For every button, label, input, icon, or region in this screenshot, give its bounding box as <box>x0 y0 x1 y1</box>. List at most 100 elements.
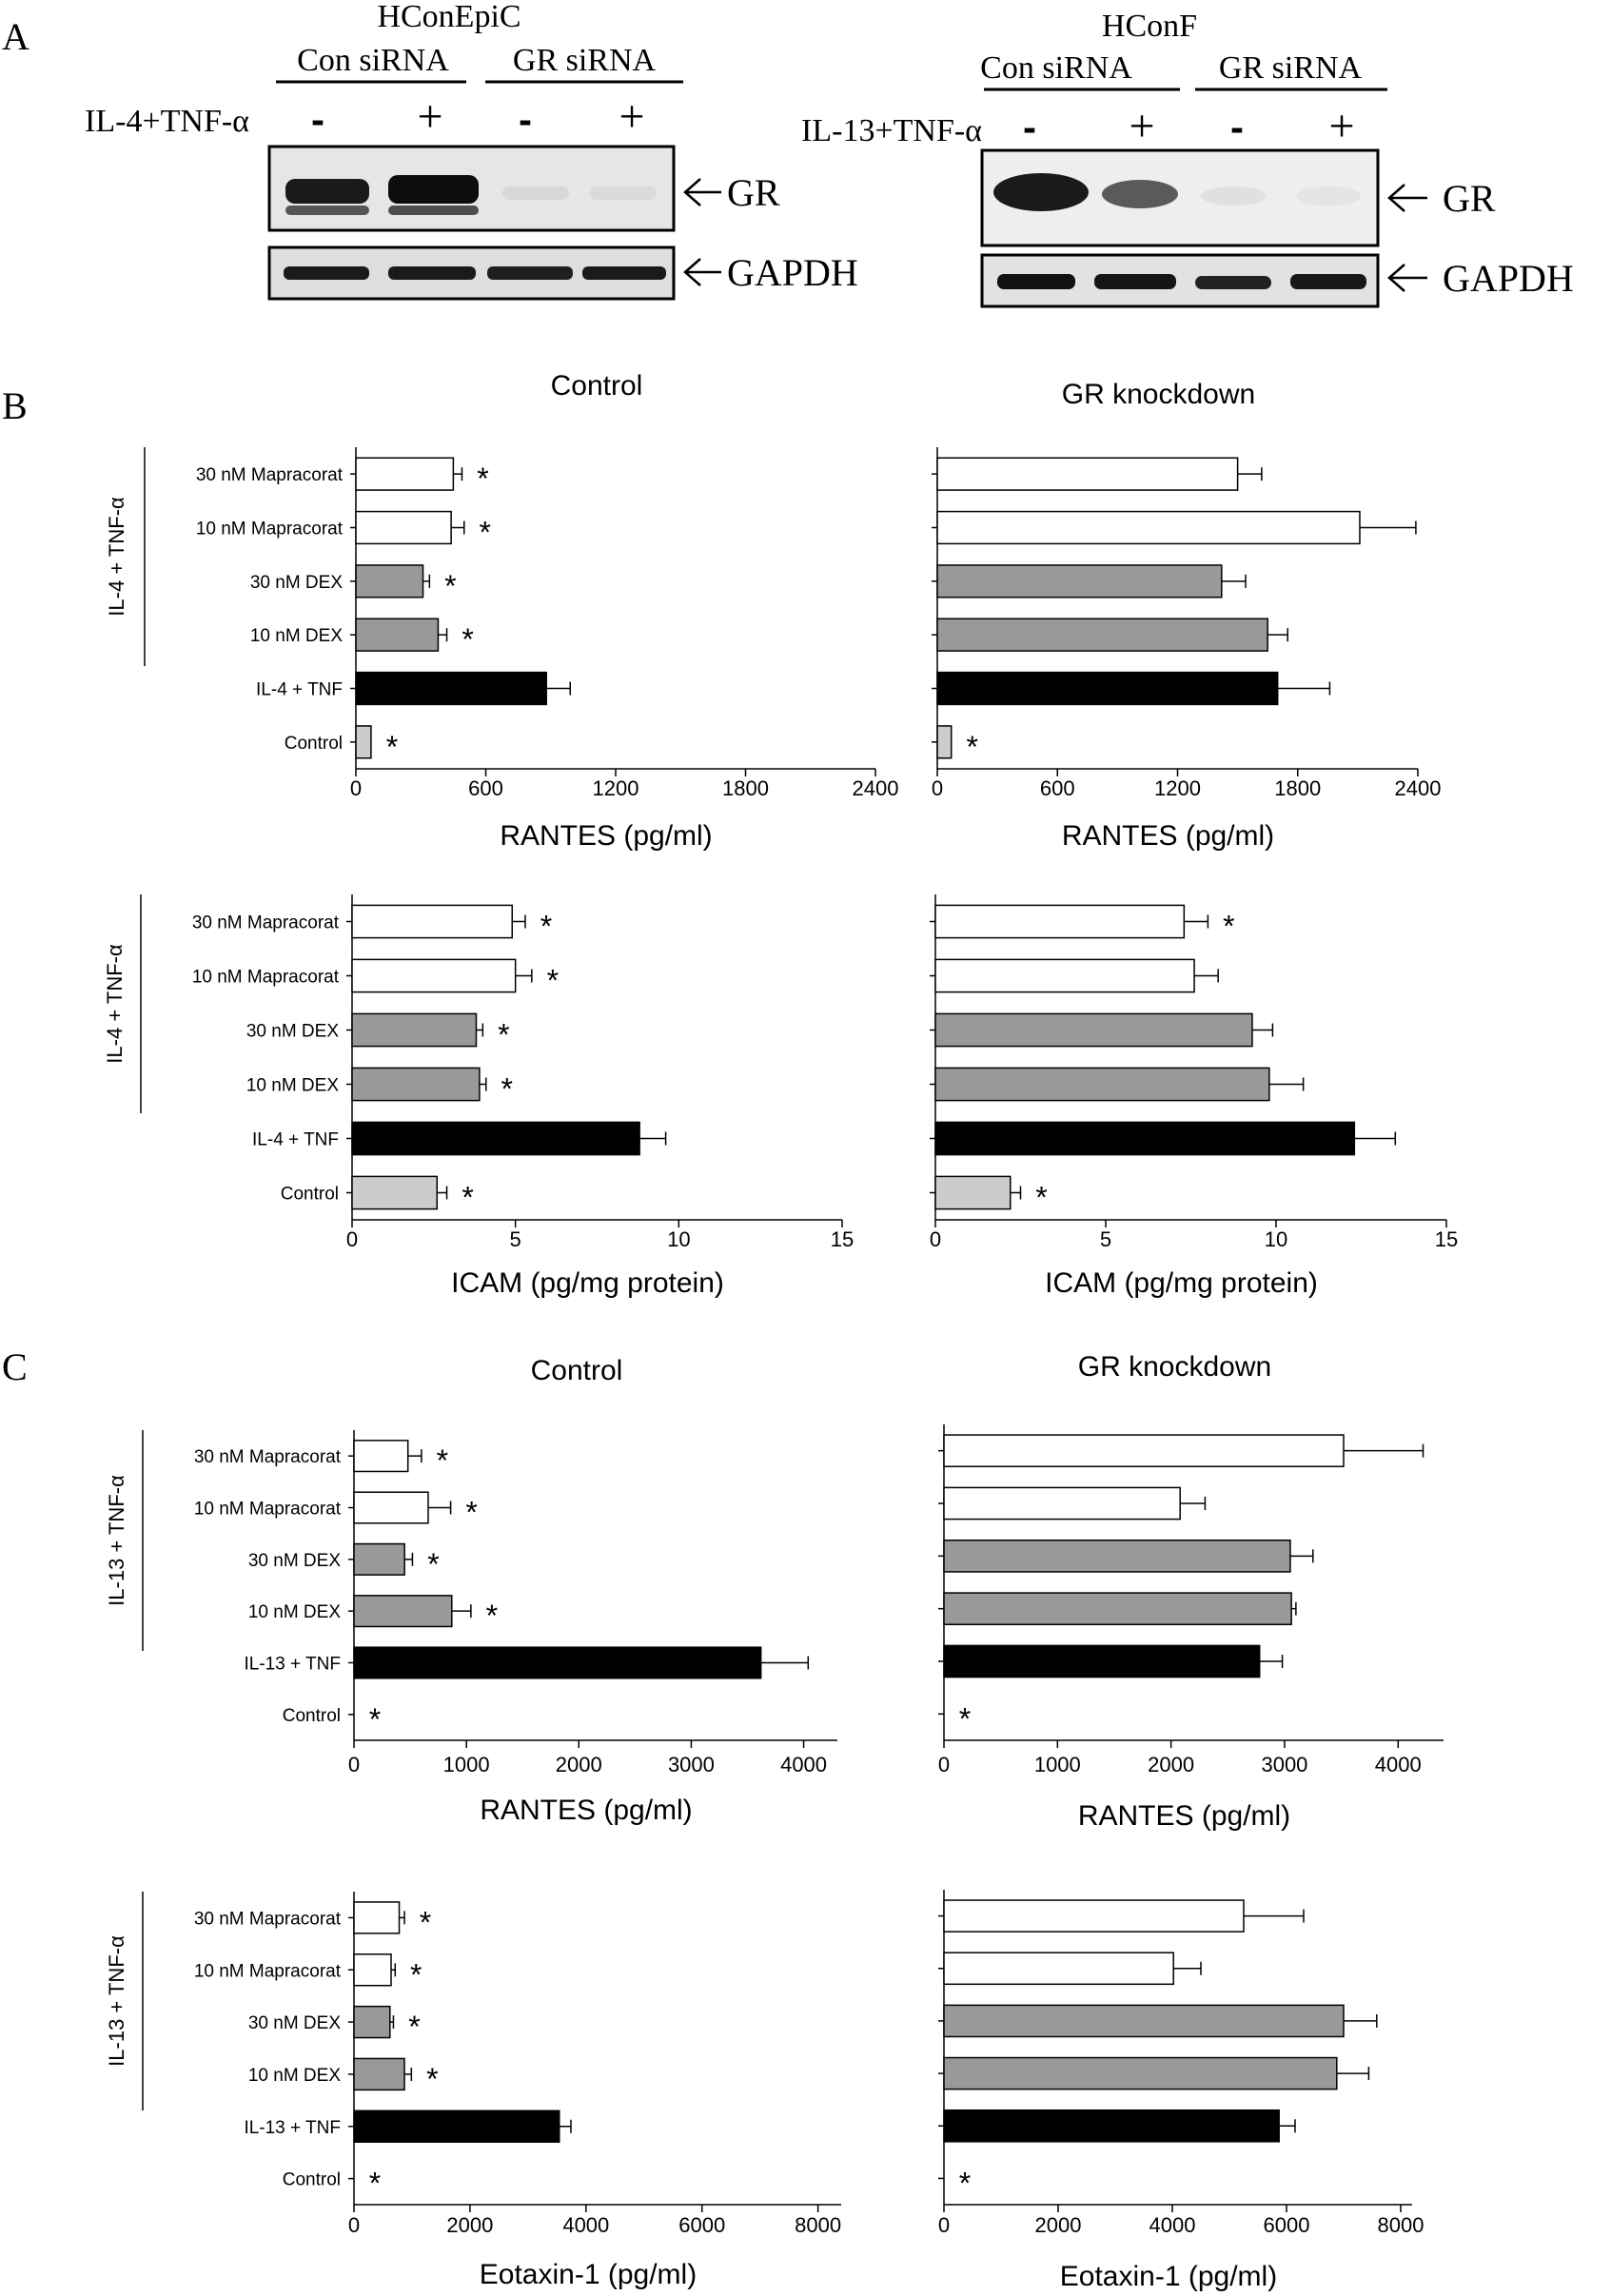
band <box>993 173 1089 211</box>
western-blot-right: HConF Con siRNA GR siRNA IL-13+TNF-α - +… <box>801 9 1574 308</box>
group-label-gr: GR siRNA <box>1219 50 1363 86</box>
significance-marker: * <box>444 569 456 603</box>
lane-sign: - <box>519 97 532 142</box>
bar <box>351 1121 640 1156</box>
x-tick-label: 15 <box>831 1227 854 1251</box>
lane-sign: + <box>619 91 644 142</box>
lane-sign: + <box>417 91 442 142</box>
x-tick-label: 5 <box>1100 1227 1111 1251</box>
category-label: Control <box>283 2170 341 2190</box>
x-tick-label: 4000 <box>562 2213 609 2237</box>
band <box>1102 180 1178 208</box>
band <box>388 266 476 280</box>
arrow-icon <box>683 178 701 206</box>
x-tick-label: 0 <box>930 1227 941 1251</box>
bar <box>934 958 1195 993</box>
x-tick-label: 4000 <box>1375 1753 1422 1776</box>
band <box>388 175 479 204</box>
bar <box>936 457 1239 491</box>
group-label: IL-13 + TNF-α <box>105 1475 128 1606</box>
significance-marker: * <box>486 1599 498 1633</box>
band-label-gapdh: GAPDH <box>727 251 858 294</box>
bar <box>936 671 1279 706</box>
bar <box>353 2057 405 2091</box>
category-label: IL-4 + TNF <box>252 1130 339 1150</box>
x-tick-label: 6000 <box>678 2213 725 2237</box>
x-tick-label: 3000 <box>1261 1753 1307 1776</box>
bar <box>353 1595 453 1628</box>
significance-marker: * <box>1035 1181 1047 1215</box>
significance-marker: * <box>462 1181 473 1215</box>
treatment-label: IL-13+TNF-α <box>801 113 982 148</box>
x-tick-label: 600 <box>468 776 503 800</box>
significance-marker: * <box>1223 910 1234 944</box>
group-label: IL-13 + TNF-α <box>105 1935 128 2067</box>
significance-marker: * <box>477 461 488 496</box>
group-label-con: Con siRNA <box>297 43 449 78</box>
x-tick-label: 2000 <box>1148 1753 1194 1776</box>
bar <box>353 2110 560 2143</box>
x-tick-label: 3000 <box>668 1753 715 1776</box>
significance-marker: * <box>540 910 552 944</box>
category-label: 10 nM DEX <box>248 2066 341 2086</box>
cell-line-label: HConEpiC <box>377 0 521 34</box>
group-label-gr: GR siRNA <box>513 43 657 78</box>
x-tick-label: 2400 <box>853 776 899 800</box>
band <box>502 186 569 200</box>
bar <box>943 1539 1291 1573</box>
x-axis-label: Eotaxin-1 (pg/ml) <box>1060 2261 1277 2292</box>
group-label-con: Con siRNA <box>980 50 1132 86</box>
x-tick-label: 4000 <box>1149 2213 1196 2237</box>
x-axis-label: RANTES (pg/ml) <box>1062 820 1274 852</box>
bar <box>934 1012 1253 1048</box>
x-tick-label: 0 <box>932 776 943 800</box>
category-label: 30 nM DEX <box>248 2013 341 2033</box>
category-label: 10 nM Mapracorat <box>196 520 344 540</box>
category-label: 10 nM DEX <box>250 626 343 646</box>
bar <box>943 2056 1338 2090</box>
band <box>487 266 573 280</box>
lane-sign: - <box>1023 105 1036 149</box>
lane-sign: + <box>1129 101 1154 151</box>
significance-marker: * <box>420 1905 431 1939</box>
x-axis-label: Eotaxin-1 (pg/ml) <box>480 2259 697 2290</box>
band <box>1094 274 1176 289</box>
significance-marker: * <box>547 964 559 998</box>
cell-line-label: HConF <box>1102 9 1197 44</box>
bar <box>934 1067 1270 1102</box>
significance-marker: * <box>426 2062 438 2096</box>
chart-c-rantes-gr: GR knockdown 0 1000 2000 3000 4000 RANTES (pg/… <box>938 1351 1444 1832</box>
significance-marker: * <box>369 1702 381 1737</box>
x-tick-label: 8000 <box>1378 2213 1424 2237</box>
x-tick-label: 2000 <box>556 1753 602 1776</box>
band-label-gr: GR <box>727 171 780 214</box>
x-tick-label: 2000 <box>446 2213 493 2237</box>
category-label: 30 nM DEX <box>250 573 343 593</box>
band <box>284 266 369 280</box>
chart-b-icam-gr: 0 5 10 15 ICAM (pg/mg protein) * * <box>930 894 1458 1299</box>
western-blot-left: HConEpiC Con siRNA GR siRNA IL-4+TNF-α -… <box>85 0 858 301</box>
lane-sign: - <box>1230 105 1244 149</box>
x-tick-label: 1000 <box>1034 1753 1081 1776</box>
bar <box>353 1542 405 1576</box>
band <box>997 274 1075 289</box>
lane-sign: + <box>1328 101 1354 151</box>
x-tick-label: 0 <box>350 776 362 800</box>
x-axis-label: RANTES (pg/ml) <box>500 820 712 852</box>
bar-charts: Control 0 600 1200 1800 2400 RANTES (pg/ml) 30 … <box>103 370 1458 2292</box>
x-tick-label: 2400 <box>1395 776 1442 800</box>
x-tick-label: 15 <box>1435 1227 1458 1251</box>
band-label-gr: GR <box>1443 177 1496 220</box>
x-tick-label: 0 <box>938 2213 950 2237</box>
significance-marker: * <box>462 622 473 657</box>
x-tick-label: 600 <box>1040 776 1075 800</box>
bar <box>934 1175 1012 1210</box>
chart-title: GR knockdown <box>1062 379 1255 410</box>
arrow-icon <box>1387 264 1405 292</box>
bar <box>355 457 455 491</box>
category-label: Control <box>285 734 343 754</box>
band-label-gapdh: GAPDH <box>1443 257 1574 300</box>
significance-marker: * <box>959 2166 971 2200</box>
significance-marker: * <box>437 1443 448 1478</box>
